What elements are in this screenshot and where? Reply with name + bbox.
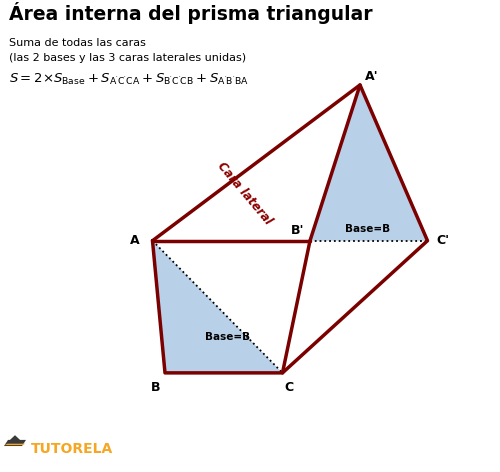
Text: TUTORELA: TUTORELA xyxy=(31,442,113,456)
Text: C': C' xyxy=(436,234,449,247)
Text: C: C xyxy=(284,380,293,394)
Text: $S = 2{\times}S_{\mathregular{Base}}+ S_{\mathregular{A'C'CA}}+ S_{\mathregular{: $S = 2{\times}S_{\mathregular{Base}}+ S_… xyxy=(9,72,249,87)
Text: B': B' xyxy=(291,224,305,237)
Text: Base=B: Base=B xyxy=(205,332,250,343)
Polygon shape xyxy=(152,241,282,373)
Text: A: A xyxy=(130,234,140,247)
Polygon shape xyxy=(152,85,428,373)
Polygon shape xyxy=(4,444,25,445)
Text: (las 2 bases y las 3 caras laterales unidas): (las 2 bases y las 3 caras laterales uni… xyxy=(9,53,246,63)
Polygon shape xyxy=(310,85,428,241)
Text: Base=B: Base=B xyxy=(345,224,390,234)
Text: Suma de todas las caras: Suma de todas las caras xyxy=(9,38,146,48)
Polygon shape xyxy=(165,241,427,373)
Text: B: B xyxy=(151,380,161,394)
Polygon shape xyxy=(10,435,20,445)
Polygon shape xyxy=(4,440,26,446)
Text: Área interna del prisma triangular: Área interna del prisma triangular xyxy=(9,2,372,25)
Text: A': A' xyxy=(365,70,379,83)
Text: Cara lateral: Cara lateral xyxy=(215,160,275,228)
